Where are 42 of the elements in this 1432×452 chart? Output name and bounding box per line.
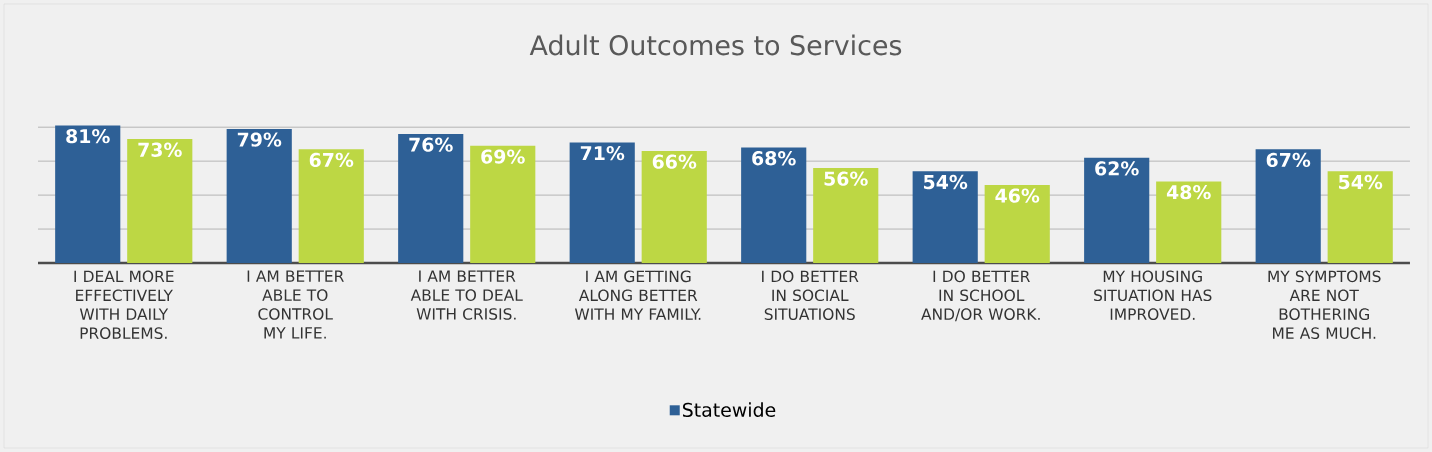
data-label: 46% xyxy=(995,188,1040,203)
bar xyxy=(813,167,879,263)
data-label: 79% xyxy=(237,132,282,147)
data-label: 67% xyxy=(309,152,354,168)
bar xyxy=(1255,149,1321,263)
data-label: 69% xyxy=(481,149,525,164)
data-label: 76% xyxy=(409,137,453,152)
bar xyxy=(398,133,464,263)
bar xyxy=(984,184,1050,263)
data-label: 71% xyxy=(580,145,625,161)
bar xyxy=(1084,157,1150,263)
legend-label: Statewide xyxy=(682,402,776,417)
x-tick-label: I DO BETTER IN SOCIAL SITUATIONS xyxy=(762,270,859,321)
bar xyxy=(226,128,292,263)
bar xyxy=(641,150,707,263)
bar xyxy=(1156,181,1222,263)
x-tick-label: I AM BETTER ABLE TO DEAL WITH CRISIS. xyxy=(410,270,523,320)
data-label: 81% xyxy=(66,129,110,144)
data-label: 56% xyxy=(824,171,868,186)
bar xyxy=(298,149,364,263)
bar xyxy=(470,145,536,263)
x-tick-label: I DO BETTER IN SCHOOL AND/OR WORK. xyxy=(921,270,1040,322)
data-label: 48% xyxy=(1166,185,1211,200)
data-label: 54% xyxy=(924,174,968,190)
data-label: 73% xyxy=(138,142,182,157)
bar xyxy=(569,142,635,263)
bar xyxy=(741,147,807,263)
data-label: 54% xyxy=(1339,174,1383,190)
data-label: 67% xyxy=(1266,152,1311,168)
bar xyxy=(55,125,121,263)
x-tick-label: I AM BETTER ABLE TO CONTROL MY LIFE. xyxy=(247,270,344,339)
data-label: 68% xyxy=(752,151,796,166)
chart-title: Adult Outcomes to Services xyxy=(529,34,902,56)
data-label: 62% xyxy=(1095,161,1139,176)
bar xyxy=(912,171,978,263)
x-tick-label: MY HOUSING SITUATION HAS IMPROVED. xyxy=(1094,270,1212,321)
bar xyxy=(127,139,193,263)
x-tick-label: I DEAL MORE EFFECTIVELY WITH DAILY PROBLEMS. xyxy=(74,270,174,339)
data-label: 66% xyxy=(652,154,697,169)
x-tick-label: MY SYMPTOMS ARE NOT BOTHERING ME AS MUCH. xyxy=(1268,270,1381,339)
x-tick-label: I AM GETTING ALONG BETTER WITH MY FAMILY. xyxy=(574,270,701,320)
bar xyxy=(1327,171,1393,263)
